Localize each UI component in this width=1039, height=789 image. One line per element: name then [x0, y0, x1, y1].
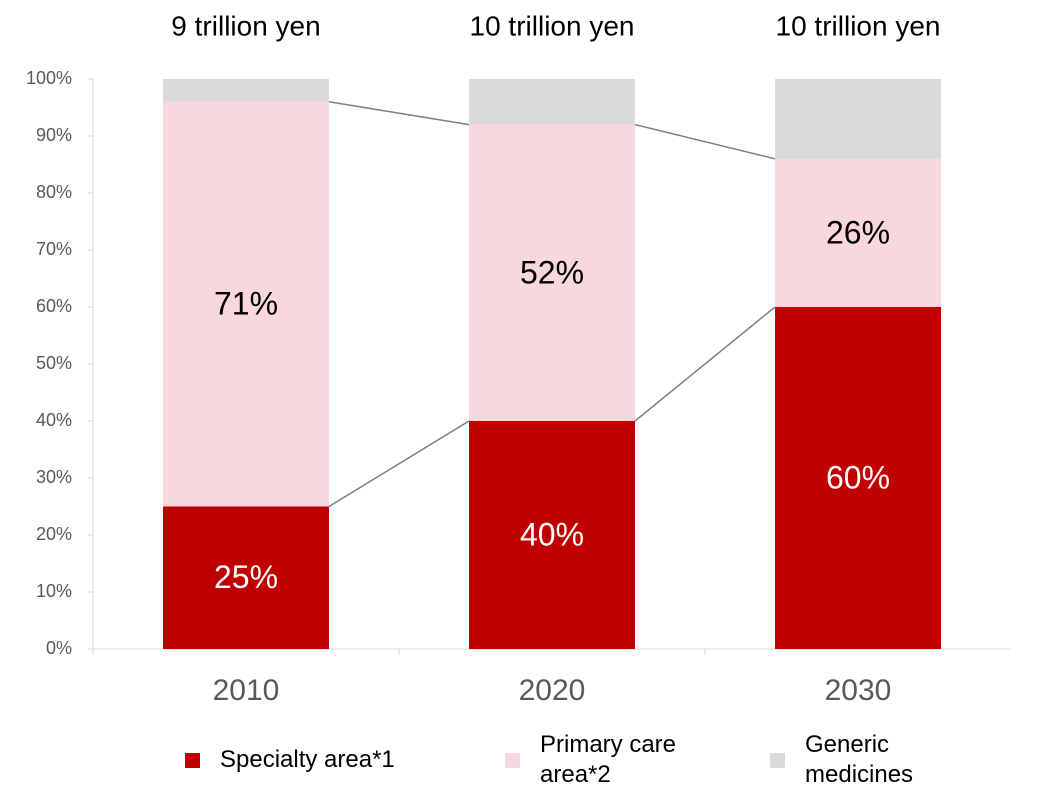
- bar-segment: [775, 158, 941, 307]
- y-tick-label: 90%: [36, 125, 72, 145]
- legend-label: Primary care area*2: [540, 731, 677, 788]
- y-tick-label: 20%: [36, 524, 72, 544]
- connector-line: [634, 306, 776, 422]
- bar-segment: [469, 421, 635, 649]
- legend-item: Generic medicines: [770, 728, 955, 789]
- y-tick-label: 0%: [46, 638, 72, 658]
- legend-label: Specialty area*1: [220, 746, 395, 773]
- bar-segment: [163, 101, 329, 507]
- y-tick-label: 50%: [36, 353, 72, 373]
- bar-segment: [469, 124, 635, 421]
- annotation: 10 trillion yen: [470, 10, 635, 41]
- legend-label: Generic medicines: [805, 731, 914, 788]
- connector-line: [328, 101, 470, 126]
- bar-segment: [163, 506, 329, 649]
- y-tick-label: 80%: [36, 182, 72, 202]
- legend-item: Primary care area*2: [505, 728, 730, 789]
- x-tick-label: 2030: [825, 674, 892, 707]
- bar-segment: [775, 307, 941, 649]
- connector-line: [634, 123, 776, 160]
- legend-item: Specialty area*1: [185, 728, 470, 789]
- y-tick-label: 100%: [26, 68, 72, 88]
- data-label: 71%: [214, 286, 278, 322]
- y-tick-label: 60%: [36, 296, 72, 316]
- legend-swatch: [770, 752, 785, 768]
- data-label: 52%: [520, 254, 584, 290]
- legend-swatch: [505, 752, 520, 768]
- bar-segment: [775, 79, 941, 159]
- data-label: 60%: [826, 459, 890, 495]
- annotation: 10 trillion yen: [776, 10, 941, 41]
- data-label: 40%: [520, 516, 584, 552]
- connector-line: [328, 420, 470, 508]
- y-tick-label: 70%: [36, 239, 72, 259]
- bar-segment: [163, 79, 329, 102]
- annotation: 9 trillion yen: [171, 10, 320, 41]
- x-tick-label: 2020: [519, 674, 586, 707]
- y-tick-label: 30%: [36, 467, 72, 487]
- y-tick-label: 40%: [36, 410, 72, 430]
- x-tick-label: 2010: [213, 674, 280, 707]
- data-label: 25%: [214, 559, 278, 595]
- legend-swatch: [185, 752, 200, 768]
- data-label: 26%: [826, 214, 890, 250]
- bar-segment: [469, 79, 635, 125]
- y-tick-label: 10%: [36, 581, 72, 601]
